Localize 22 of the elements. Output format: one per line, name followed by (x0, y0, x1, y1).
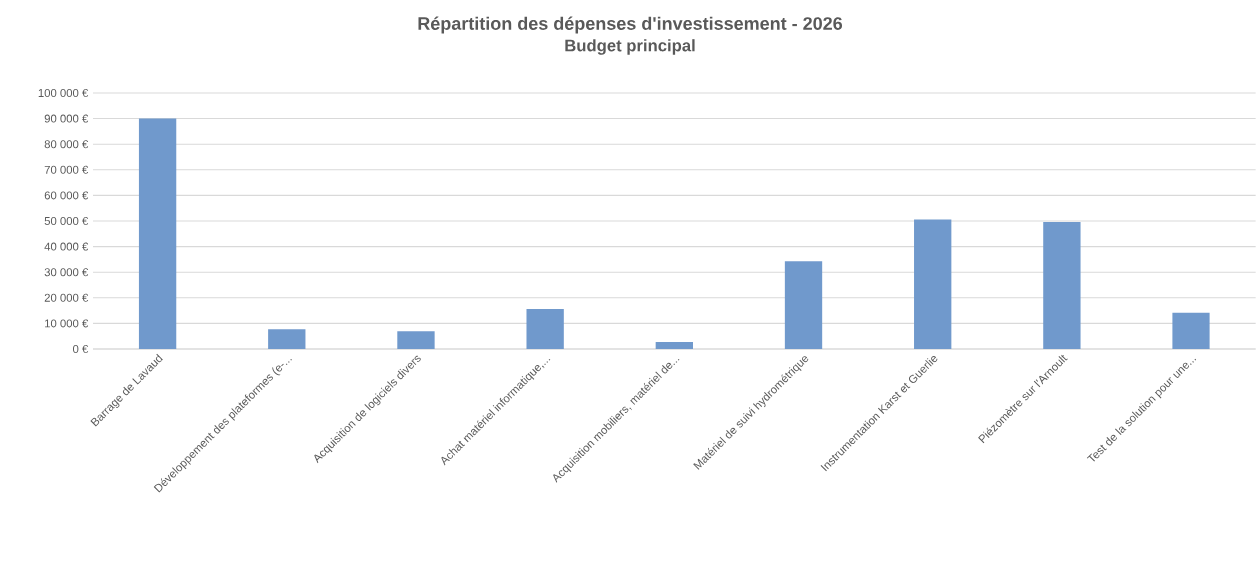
y-tick-label: 100 000 € (38, 88, 89, 97)
y-tick-label: 10 000 € (45, 319, 89, 328)
y-tick-label: 40 000 € (44, 242, 89, 251)
y-tick-label: 20 000 € (44, 293, 89, 302)
bar (784, 261, 823, 349)
chart-title: Répartition des dépenses d'investissement - 2026 (418, 16, 843, 34)
y-tick-label: 60 000 € (44, 191, 89, 200)
y-tick-label: 30 000 € (44, 268, 89, 277)
bar (138, 118, 177, 349)
bar (526, 309, 564, 349)
bar (914, 219, 952, 349)
y-tick-label: 70 000 € (44, 165, 89, 174)
y-tick-label: 0 € (72, 344, 89, 353)
y-tick-label: 50 000 € (44, 216, 89, 225)
bar (1043, 222, 1081, 349)
y-tick-label: 80 000 € (44, 140, 89, 149)
bar (1172, 312, 1210, 349)
chart-subtitle: Budget principal (565, 39, 695, 55)
y-tick-label: 90 000 € (44, 114, 89, 123)
bar (397, 331, 435, 349)
bar (268, 329, 306, 349)
bar (655, 342, 693, 349)
